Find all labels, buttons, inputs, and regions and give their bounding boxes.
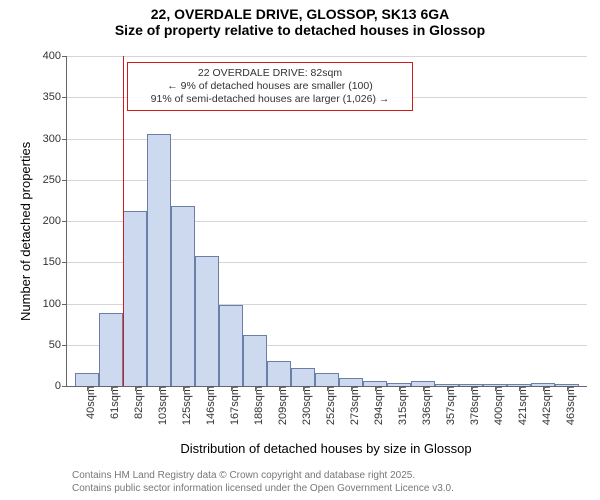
ytick-label: 350 — [43, 91, 67, 103]
xtick-label: 82sqm — [127, 386, 145, 419]
xtick-label: 400sqm — [487, 386, 505, 425]
footer-line-2: Contains public sector information licen… — [72, 483, 454, 496]
xtick-label: 252sqm — [319, 386, 337, 425]
title-line-2: Size of property relative to detached ho… — [0, 22, 600, 38]
xtick-label: 40sqm — [79, 386, 97, 419]
ytick-label: 100 — [43, 298, 67, 310]
x-axis-label: Distribution of detached houses by size … — [66, 441, 586, 456]
histogram-bar — [147, 134, 171, 386]
xtick-label: 167sqm — [223, 386, 241, 425]
footer-attribution: Contains HM Land Registry data © Crown c… — [72, 470, 454, 495]
ytick-label: 150 — [43, 256, 67, 268]
xtick-label: 61sqm — [103, 386, 121, 419]
ytick-label: 0 — [55, 380, 67, 392]
annotation-line-1: 22 OVERDALE DRIVE: 82sqm — [134, 67, 406, 80]
xtick-label: 125sqm — [175, 386, 193, 425]
histogram-bar — [171, 206, 195, 386]
histogram-bar — [267, 361, 291, 386]
ytick-label: 250 — [43, 174, 67, 186]
y-axis-label: Number of detached properties — [18, 142, 33, 321]
histogram-chart: 22, OVERDALE DRIVE, GLOSSOP, SK13 6GA Si… — [0, 0, 600, 500]
xtick-label: 421sqm — [511, 386, 529, 425]
histogram-bar — [291, 368, 315, 386]
xtick-label: 294sqm — [367, 386, 385, 425]
xtick-label: 315sqm — [391, 386, 409, 425]
annotation-box: 22 OVERDALE DRIVE: 82sqm← 9% of detached… — [127, 62, 413, 111]
xtick-label: 378sqm — [463, 386, 481, 425]
xtick-label: 357sqm — [439, 386, 457, 425]
xtick-label: 209sqm — [271, 386, 289, 425]
histogram-bar — [243, 335, 267, 386]
histogram-bar — [99, 313, 123, 386]
footer-line-1: Contains HM Land Registry data © Crown c… — [72, 470, 454, 483]
xtick-label: 188sqm — [247, 386, 265, 425]
xtick-label: 103sqm — [151, 386, 169, 425]
title-line-1: 22, OVERDALE DRIVE, GLOSSOP, SK13 6GA — [0, 6, 600, 22]
chart-title: 22, OVERDALE DRIVE, GLOSSOP, SK13 6GA Si… — [0, 6, 600, 38]
xtick-label: 230sqm — [295, 386, 313, 425]
xtick-label: 146sqm — [199, 386, 217, 425]
gridline — [67, 56, 587, 57]
ytick-label: 400 — [43, 50, 67, 62]
xtick-label: 442sqm — [535, 386, 553, 425]
gridline — [67, 139, 587, 140]
histogram-bar — [195, 256, 219, 386]
plot-area: 05010015020025030035040040sqm61sqm82sqm1… — [66, 56, 587, 387]
histogram-bar — [339, 378, 363, 386]
histogram-bar — [123, 211, 147, 386]
ytick-label: 200 — [43, 215, 67, 227]
reference-line — [123, 56, 124, 386]
xtick-label: 463sqm — [559, 386, 577, 425]
histogram-bar — [219, 305, 243, 386]
annotation-line-3: 91% of semi-detached houses are larger (… — [134, 93, 406, 106]
gridline — [67, 180, 587, 181]
annotation-line-2: ← 9% of detached houses are smaller (100… — [134, 80, 406, 93]
xtick-label: 273sqm — [343, 386, 361, 425]
histogram-bar — [315, 373, 339, 386]
histogram-bar — [75, 373, 99, 386]
ytick-label: 50 — [49, 339, 67, 351]
xtick-label: 336sqm — [415, 386, 433, 425]
ytick-label: 300 — [43, 133, 67, 145]
